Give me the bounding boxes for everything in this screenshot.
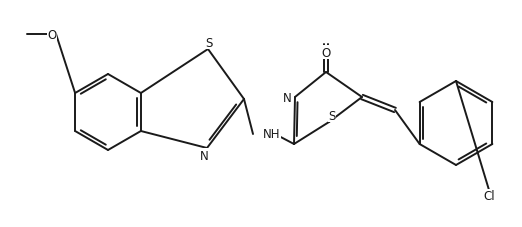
Text: NH: NH	[263, 128, 280, 141]
Text: N: N	[199, 149, 208, 162]
Text: Cl: Cl	[483, 190, 495, 203]
Text: S: S	[205, 36, 212, 49]
Text: N: N	[282, 91, 291, 104]
Text: S: S	[328, 109, 336, 122]
Text: O: O	[48, 28, 56, 41]
Text: O: O	[322, 46, 330, 59]
